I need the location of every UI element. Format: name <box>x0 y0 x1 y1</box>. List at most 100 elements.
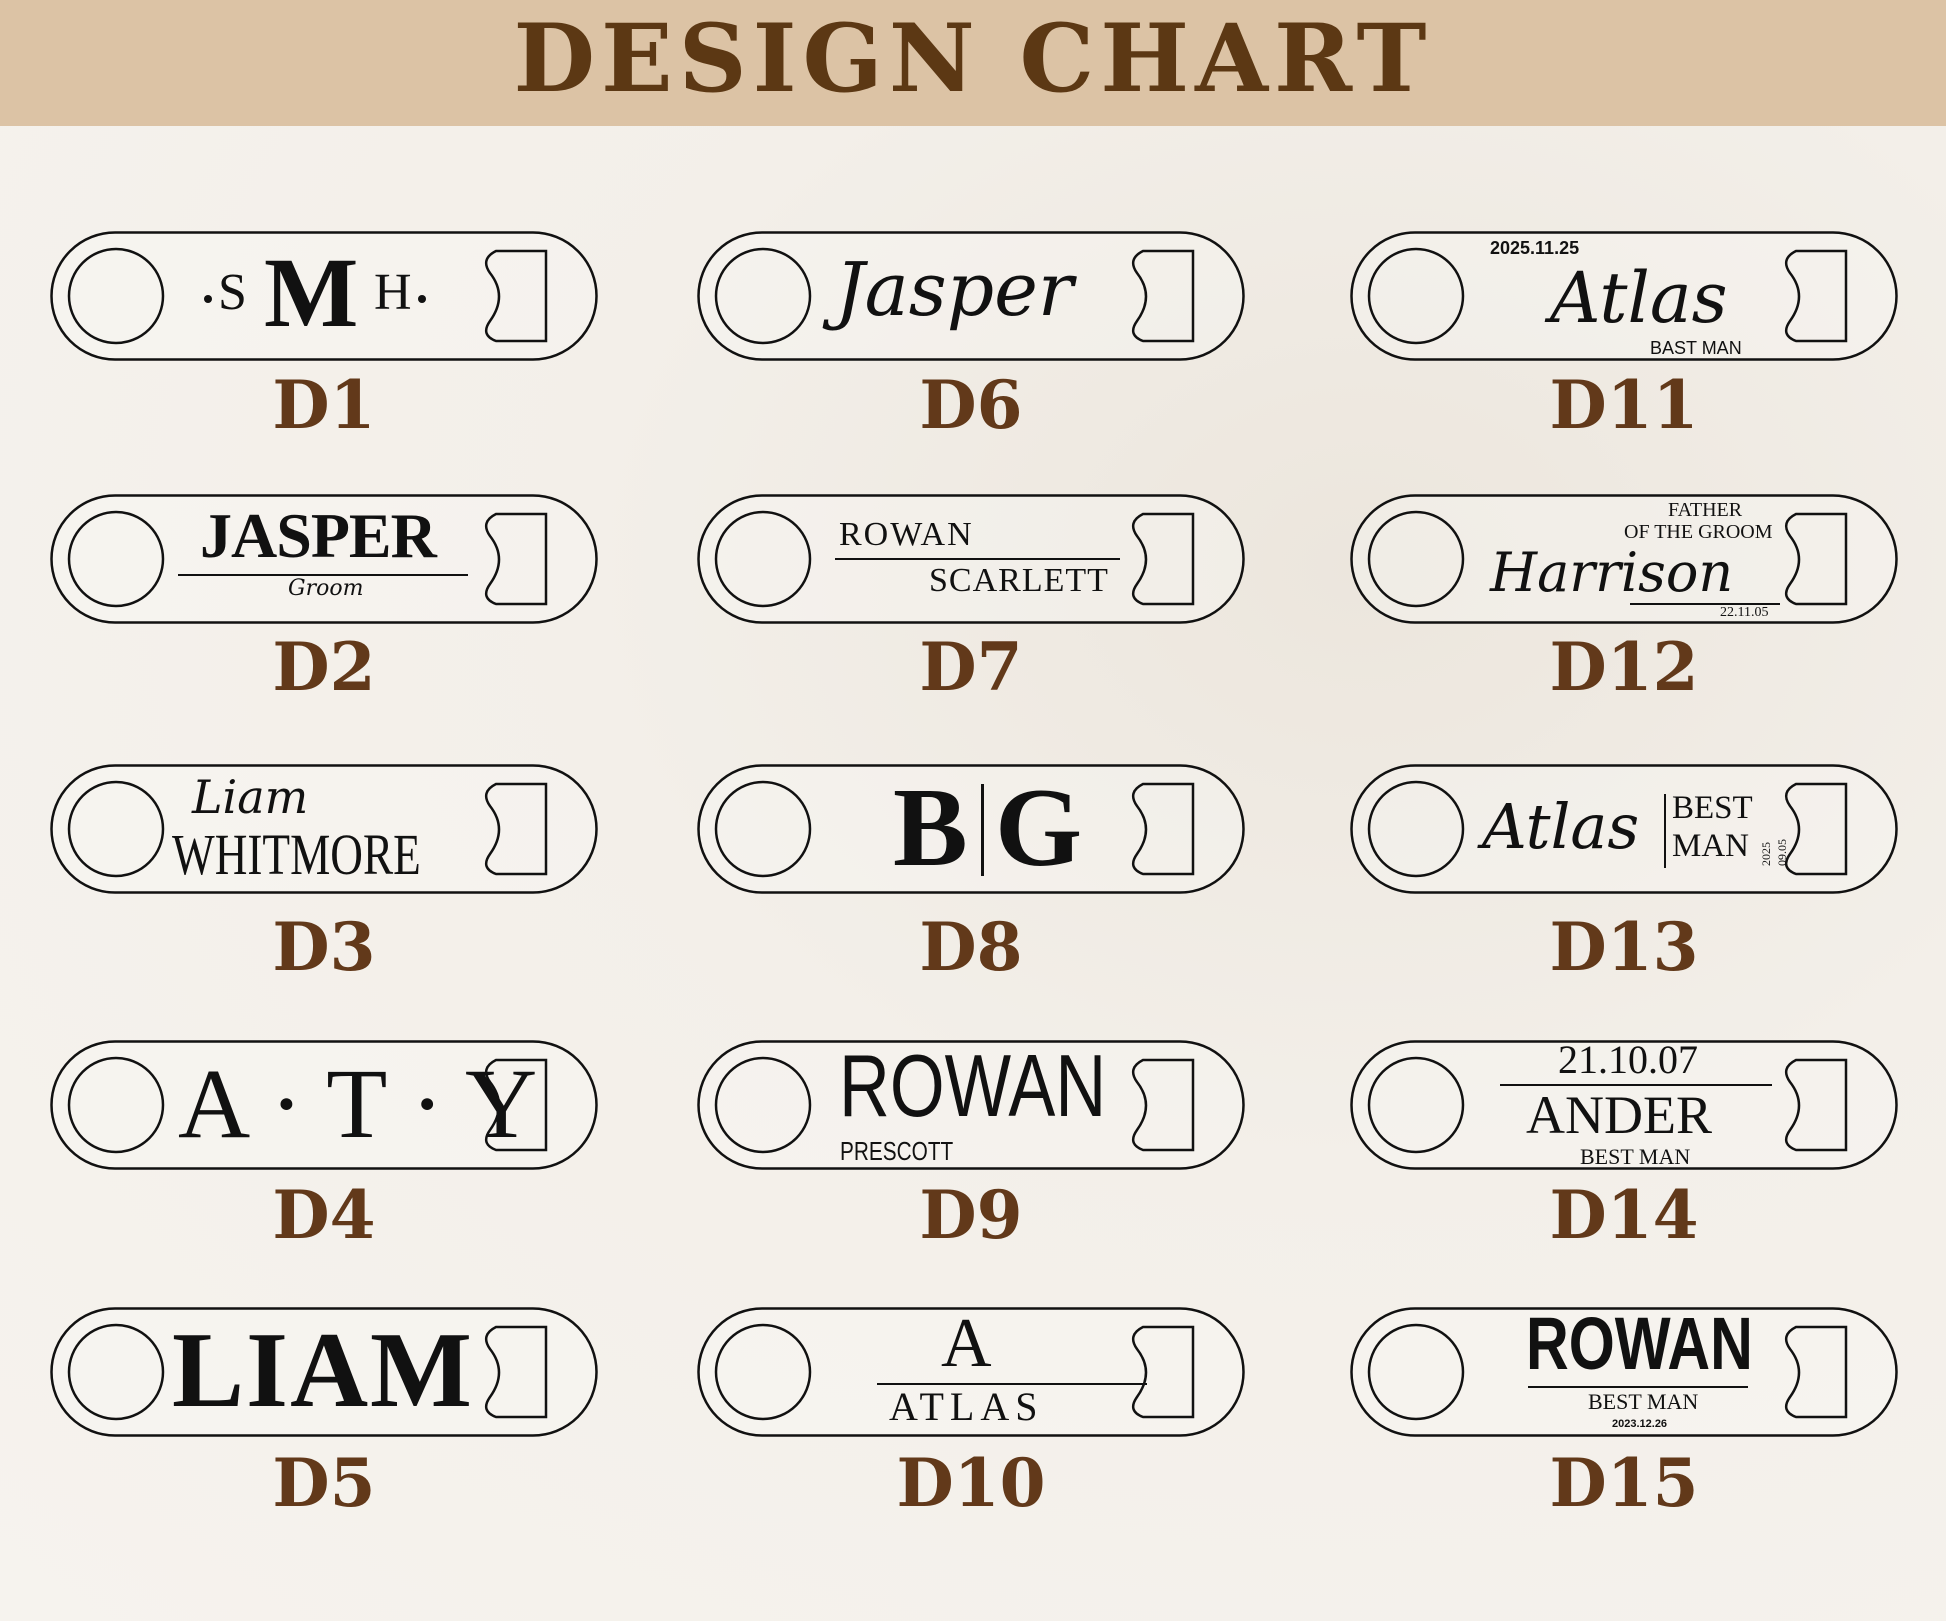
design-label: D5 <box>272 1444 376 1522</box>
engraving-rule <box>835 558 1120 560</box>
circle-hole-icon <box>1367 1323 1465 1421</box>
engraving-text: Harrison <box>1490 541 1734 604</box>
engraving-rule <box>1630 603 1780 605</box>
bottle-cap-opener-icon <box>484 782 548 876</box>
opener-outline <box>50 494 598 624</box>
engraving-text: 22.11.05 <box>1720 605 1769 620</box>
engraving-text: ATLAS <box>889 1384 1044 1429</box>
bottle-opener-d6[interactable]: Jasper <box>697 231 1245 361</box>
design-label: D9 <box>919 1176 1023 1254</box>
bottle-cap-opener-icon <box>484 1058 548 1152</box>
opener-outline <box>50 231 598 361</box>
opener-outline <box>50 1040 598 1170</box>
bottle-cap-opener-icon <box>1784 249 1848 343</box>
bottle-cap-opener-icon <box>484 249 548 343</box>
monogram-dot <box>204 295 212 303</box>
engraving-text: ROWAN <box>839 1036 1107 1135</box>
bottle-opener-d14[interactable]: 21.10.07 ANDER BEST MAN <box>1350 1040 1898 1170</box>
engraving-text: SCARLETT <box>929 562 1109 599</box>
bottle-opener-d15[interactable]: ROWAN BEST MAN 2023.12.26 <box>1350 1307 1898 1437</box>
engraving-text: LIAM <box>172 1311 474 1430</box>
page-title: DESIGN CHART <box>513 4 1433 114</box>
engraving-text: FATHER <box>1668 499 1743 521</box>
design-label: D6 <box>919 366 1023 444</box>
bottle-opener-d10[interactable]: A ATLAS <box>697 1307 1245 1437</box>
engraving-text: BEST <box>1672 790 1753 826</box>
design-label: D12 <box>1549 628 1699 706</box>
bottle-cap-opener-icon <box>1131 249 1195 343</box>
engraving-text: S <box>218 264 247 321</box>
engraving-text: Groom <box>288 576 364 601</box>
design-label: D14 <box>1549 1176 1699 1254</box>
monogram-dot <box>418 295 426 303</box>
bottle-opener-d2[interactable]: JASPER Groom <box>50 494 598 624</box>
engraving-text: Liam <box>192 770 309 824</box>
engraving-text: JASPER <box>200 500 437 571</box>
bottle-cap-opener-icon <box>1784 512 1848 606</box>
circle-hole-icon <box>714 247 812 345</box>
engraving-text: BEST MAN <box>1580 1144 1691 1169</box>
engraving-text: Atlas <box>1482 790 1640 863</box>
circle-hole-icon <box>67 247 165 345</box>
opener-outline <box>697 764 1245 894</box>
bottle-opener-d9[interactable]: ROWAN PRESCOTT <box>697 1040 1245 1170</box>
opener-outline <box>697 1040 1245 1170</box>
circle-hole-icon <box>1367 510 1465 608</box>
circle-hole-icon <box>714 780 812 878</box>
opener-outline <box>697 231 1245 361</box>
circle-hole-icon <box>714 510 812 608</box>
design-label: D15 <box>1549 1444 1699 1522</box>
engraving-rule <box>981 784 984 876</box>
opener-outline <box>1350 764 1898 894</box>
bottle-opener-d7[interactable]: ROWAN SCARLETT <box>697 494 1245 624</box>
opener-outline <box>50 764 598 894</box>
engraving-text: Jasper <box>835 247 1074 333</box>
circle-hole-icon <box>1367 780 1465 878</box>
engraving-text: M <box>264 237 359 348</box>
design-label: D2 <box>272 628 376 706</box>
engraving-text: A <box>941 1305 992 1382</box>
design-label: D13 <box>1549 908 1699 986</box>
engraving-rule <box>1500 1084 1772 1086</box>
engraving-text: WHITMORE <box>172 822 421 887</box>
engraving-text: A · T · Y <box>178 1048 538 1159</box>
engraving-rule <box>1664 794 1666 868</box>
engraving-rule <box>1528 1386 1748 1388</box>
engraving-text: 2025.11.25 <box>1490 238 1580 258</box>
bottle-opener-d3[interactable]: Liam WHITMORE <box>50 764 598 894</box>
bottle-opener-d11[interactable]: 2025.11.25 Atlas BAST MAN <box>1350 231 1898 361</box>
engraving-text: PRESCOTT <box>840 1136 954 1166</box>
circle-hole-icon <box>67 1323 165 1421</box>
bottle-cap-opener-icon <box>484 1325 548 1419</box>
bottle-opener-d4[interactable]: A · T · Y <box>50 1040 598 1170</box>
bottle-opener-d5[interactable]: LIAM <box>50 1307 598 1437</box>
engraving-text: MAN <box>1672 828 1750 864</box>
bottle-cap-opener-icon <box>1784 782 1848 876</box>
engraving-text: OF THE GROOM <box>1624 521 1773 543</box>
circle-hole-icon <box>714 1323 812 1421</box>
engraving-text: B <box>893 766 968 890</box>
engraving-text: 21.10.07 <box>1558 1037 1698 1082</box>
bottle-cap-opener-icon <box>1784 1058 1848 1152</box>
circle-hole-icon <box>1367 247 1465 345</box>
engraving-text: BEST MAN <box>1588 1389 1699 1414</box>
bottle-cap-opener-icon <box>484 512 548 606</box>
bottle-opener-d13[interactable]: Atlas BEST MAN 2025 09.05 <box>1350 764 1898 894</box>
design-label: D3 <box>272 908 376 986</box>
design-label: D1 <box>272 366 376 444</box>
engraving-text: 2023.12.26 <box>1612 1418 1668 1430</box>
bottle-opener-d12[interactable]: FATHER OF THE GROOM Harrison 22.11.05 <box>1350 494 1898 624</box>
bottle-cap-opener-icon <box>1131 512 1195 606</box>
design-label: D4 <box>272 1176 376 1254</box>
design-label: D7 <box>919 628 1023 706</box>
engraving-rule <box>178 574 468 576</box>
design-label: D8 <box>919 908 1023 986</box>
engraving-text: H <box>374 264 412 321</box>
circle-hole-icon <box>1367 1056 1465 1154</box>
engraving-text: 2025 <box>1759 842 1773 866</box>
bottle-cap-opener-icon <box>1784 1325 1848 1419</box>
opener-outline <box>1350 1307 1898 1437</box>
engraving-text: ROWAN <box>839 516 974 553</box>
